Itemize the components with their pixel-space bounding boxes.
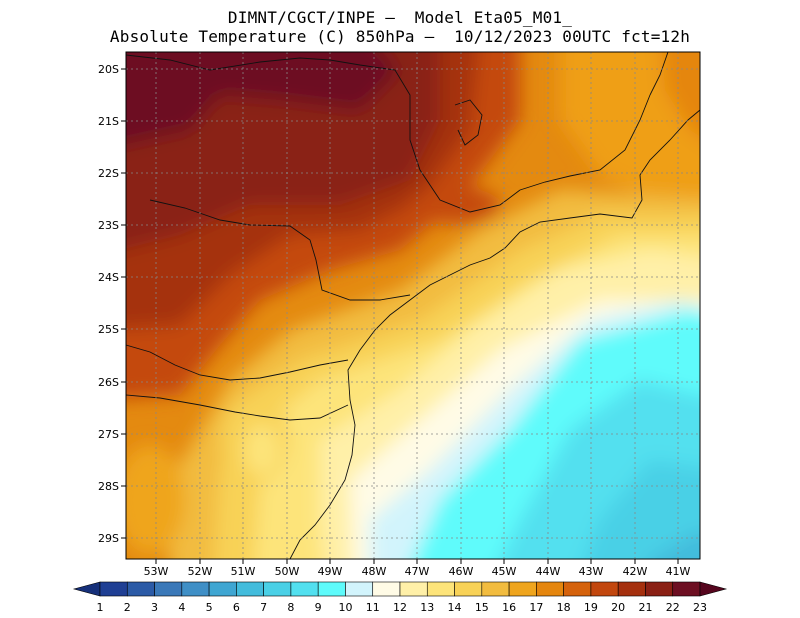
colorbar-swatch	[536, 581, 564, 597]
border-sc-rs	[126, 394, 349, 421]
colorbar-label: 9	[315, 601, 322, 614]
lat-label: 27S	[98, 428, 119, 441]
lat-label: 23S	[98, 219, 119, 232]
lat-label: 20S	[98, 63, 119, 76]
lon-label: 42W	[623, 565, 648, 578]
colorbar-swatch	[645, 581, 674, 597]
colorbar-label: 2	[124, 601, 131, 614]
colorbar-label: 18	[557, 601, 571, 614]
lon-label: 48W	[362, 565, 387, 578]
lon-label: 52W	[188, 565, 213, 578]
colorbar-swatch	[208, 581, 237, 597]
colorbar-label: 17	[529, 601, 543, 614]
border-sp-pr	[149, 199, 411, 301]
colorbar-swatch	[617, 581, 646, 597]
lat-label: 22S	[98, 167, 119, 180]
colorbar-swatch	[181, 581, 210, 597]
colorbar-swatch	[99, 581, 128, 597]
coastline	[289, 109, 700, 559]
border-mg-rj	[519, 94, 651, 191]
warm-pocket-sp	[410, 187, 500, 223]
colorbar-label: 15	[475, 601, 489, 614]
lat-label: 26S	[98, 376, 119, 389]
band-7	[584, 460, 700, 559]
lon-label: 43W	[579, 565, 604, 578]
colorbar-swatch	[236, 581, 264, 597]
colorbar-swatch	[126, 581, 155, 597]
border-mg-es	[649, 52, 669, 96]
colorbar-swatch	[290, 581, 319, 597]
colorbar-label: 4	[178, 601, 185, 614]
chart-title-line1: DIMNT/CGCT/INPE – Model Eta05_M01_	[227, 8, 573, 27]
graticule	[126, 52, 700, 559]
lon-labels: 53W 52W 51W 50W 49W 48W 47W 46W 45W 44W …	[144, 565, 691, 578]
colorbar-label: 12	[393, 601, 407, 614]
colorbar-label: 22	[666, 601, 680, 614]
lat-label: 29S	[98, 532, 119, 545]
coastlines	[126, 52, 700, 559]
lon-label: 47W	[405, 565, 430, 578]
band-ne-16	[560, 52, 700, 208]
lon-label: 50W	[275, 565, 300, 578]
lon-label: 44W	[536, 565, 561, 578]
lon-label: 45W	[492, 565, 517, 578]
lat-label: 21S	[98, 115, 119, 128]
colorbar-label: 3	[151, 601, 158, 614]
lon-label: 51W	[231, 565, 256, 578]
colorbar: 1 2 3 4 5 6 7 8 9 10 11 12 13 14 15 16 17 18 19 20 21 22 23	[72, 581, 728, 614]
colorbar-label: 20	[611, 601, 625, 614]
colorbar-label: 21	[638, 601, 652, 614]
cool-pocket-inner	[244, 424, 280, 476]
colorbar-label: 16	[502, 601, 516, 614]
band-6	[651, 530, 700, 559]
colorbar-swatch	[345, 581, 374, 597]
border-mg-sp	[126, 54, 521, 213]
colorbar-swatch	[154, 581, 183, 597]
lon-label: 49W	[318, 565, 343, 578]
colorbar-swatch	[590, 581, 619, 597]
band-ne-17	[661, 52, 700, 137]
colorbar-label: 8	[287, 601, 294, 614]
colorbar-label: 14	[448, 601, 462, 614]
colorbar-label: 13	[420, 601, 434, 614]
colorbar-swatch	[263, 581, 292, 597]
lat-labels: 20S 21S 22S 23S 24S 25S 26S 27S 28S 29S	[98, 63, 119, 545]
colorbar-swatch	[399, 581, 428, 597]
reservoirs	[454, 99, 483, 146]
lon-label: 53W	[144, 565, 169, 578]
colorbar-swatch	[372, 581, 401, 597]
colorbar-tip-low	[72, 581, 101, 597]
lat-label: 25S	[98, 323, 119, 336]
axis-ticks	[121, 68, 679, 564]
colorbar-swatch	[672, 581, 701, 597]
map-frame	[125, 51, 701, 560]
colorbar-swatch	[454, 581, 483, 597]
colorbar-swatch	[426, 581, 455, 597]
lat-label: 24S	[98, 271, 119, 284]
colorbar-swatch	[508, 581, 537, 597]
colorbar-label: 19	[584, 601, 598, 614]
band-22	[126, 52, 400, 145]
colorbar-tip-high	[699, 581, 728, 597]
colorbar-swatch	[481, 581, 510, 597]
lon-label: 41W	[666, 565, 691, 578]
colorbar-label: 5	[206, 601, 213, 614]
colorbar-label: 11	[366, 601, 380, 614]
colorbar-label: 7	[260, 601, 267, 614]
warm-pocket-south	[126, 445, 185, 555]
colorbar-swatch	[563, 581, 592, 597]
temperature-field	[126, 52, 700, 559]
colorbar-label: 6	[233, 601, 240, 614]
lat-label: 28S	[98, 480, 119, 493]
chart-title-line2: Absolute Temperature (C) 850hPa – 10/12/…	[109, 27, 691, 46]
border-pr-sc	[126, 344, 349, 381]
lon-label: 46W	[449, 565, 474, 578]
colorbar-swatch	[317, 581, 346, 597]
colorbar-label: 1	[97, 601, 104, 614]
colorbar-label: 10	[338, 601, 352, 614]
colorbar-label: 23	[693, 601, 707, 614]
